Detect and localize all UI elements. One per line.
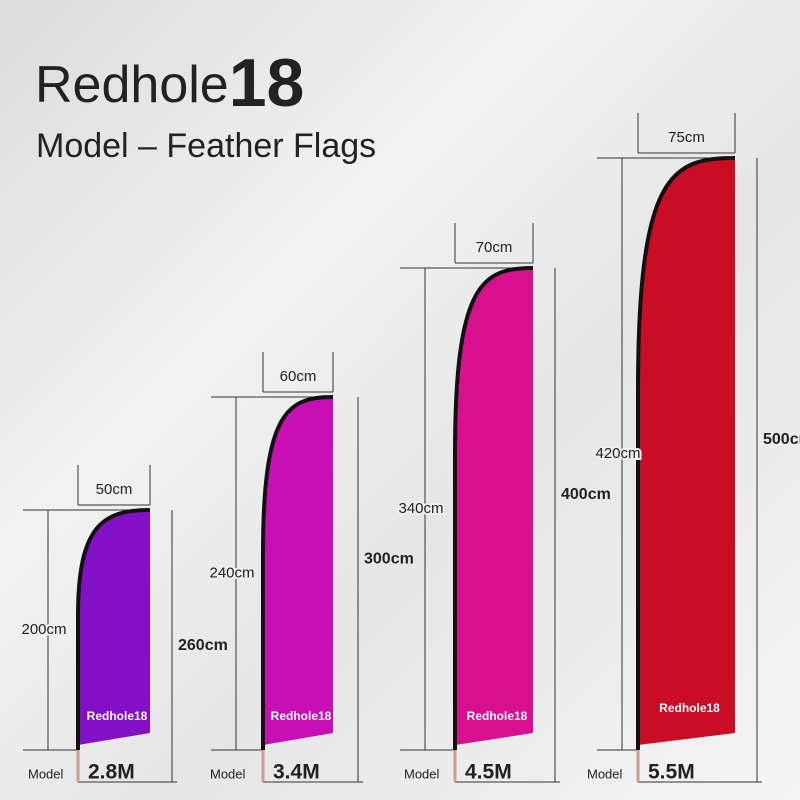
flag-pole — [76, 508, 151, 750]
width-label: 50cm — [96, 481, 133, 498]
sail-height-label: 420cm — [595, 445, 640, 462]
flags: 50cm 200cm 260cm Redhole18 Model 2.8M 60cm 240c… — [19, 113, 800, 784]
sail-height-label: 240cm — [209, 564, 254, 581]
width-label: 75cm — [668, 129, 705, 146]
flag-pole — [453, 266, 534, 750]
total-height-label: 500cm — [763, 431, 800, 448]
flag-sail — [455, 268, 533, 745]
flag-sail — [638, 158, 735, 745]
total-height-label: 300cm — [364, 551, 414, 568]
brand-number: 18 — [229, 45, 305, 121]
total-height-label: 260cm — [178, 637, 228, 654]
width-label: 60cm — [280, 368, 317, 385]
total-height-label: 400cm — [561, 486, 611, 503]
model-label: Model — [587, 766, 623, 781]
model-label: Model — [210, 766, 246, 781]
model-size: 4.5M — [465, 761, 512, 784]
flag-print: Redhole18 — [87, 709, 148, 723]
model-size: 3.4M — [273, 761, 320, 784]
flag-pole — [261, 395, 334, 750]
flag-pole — [636, 156, 736, 750]
sail-height-label: 340cm — [398, 500, 443, 517]
flag-print: Redhole18 — [271, 709, 332, 723]
flag-print: Redhole18 — [467, 709, 528, 723]
width-label: 70cm — [476, 239, 513, 256]
sail-height-label: 200cm — [21, 621, 66, 638]
flag-sail — [263, 397, 333, 745]
brand: Redhole18 — [35, 45, 304, 121]
flag-print: Redhole18 — [659, 701, 720, 715]
model-size: 2.8M — [88, 761, 135, 784]
flag-sail — [78, 510, 150, 745]
brand-name: Redhole — [35, 56, 229, 114]
model-label: Model — [404, 766, 440, 781]
model-size: 5.5M — [648, 761, 695, 784]
subtitle: Model – Feather Flags — [36, 127, 376, 165]
model-label: Model — [28, 766, 64, 781]
